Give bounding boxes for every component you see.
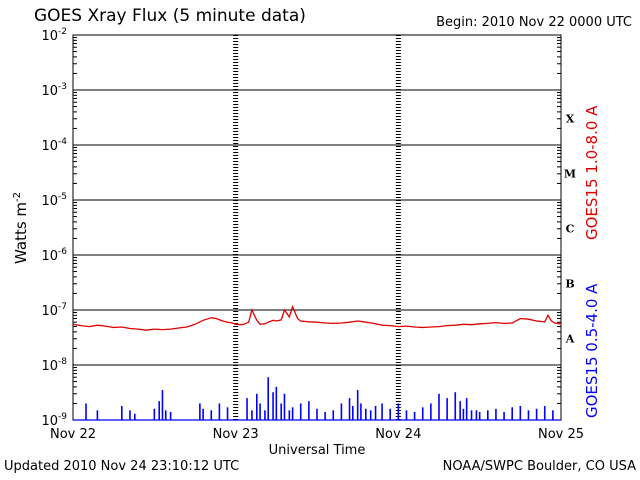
begin-time-label: Begin: 2010 Nov 22 0000 UTC <box>436 15 632 30</box>
y-tick-label: 10-6 <box>41 247 67 264</box>
plot-frame <box>72 34 562 421</box>
y-tick-exponent: -4 <box>58 137 67 147</box>
flare-class-label: M <box>564 168 576 181</box>
x-tick-label: Nov 25 <box>538 427 584 442</box>
y-tick-exponent: -9 <box>58 412 67 422</box>
y-tick-base: 10 <box>41 84 58 99</box>
y-tick-base: 10 <box>41 414 58 429</box>
series-long-channel-line <box>72 304 562 331</box>
y-tick-base: 10 <box>41 194 58 209</box>
x-tick-label: Nov 22 <box>50 427 96 442</box>
x-axis-label: Universal Time <box>269 443 366 458</box>
flare-class-label: C <box>566 223 575 236</box>
x-tick-label: Nov 23 <box>213 427 259 442</box>
y-tick-base: 10 <box>41 29 58 44</box>
y-tick-label: 10-4 <box>41 137 67 154</box>
y-tick-exponent: -2 <box>58 27 67 37</box>
y-axis-label-text: Watts m <box>12 201 30 264</box>
y-tick-exponent: -7 <box>58 302 67 312</box>
y-tick-base: 10 <box>41 249 58 264</box>
legend-short-channel: GOES15 0.5-4.0 A <box>583 283 601 418</box>
flare-class-label: X <box>566 113 575 126</box>
y-tick-exponent: -6 <box>58 247 67 257</box>
updated-timestamp: Updated 2010 Nov 24 23:10:12 UTC <box>4 459 240 474</box>
y-tick-base: 10 <box>41 304 58 319</box>
y-tick-label: 10-5 <box>41 192 67 209</box>
flare-class-label: A <box>565 333 575 346</box>
chart-title: GOES Xray Flux (5 minute data) <box>34 6 306 26</box>
y-tick-label: 10-7 <box>41 302 67 319</box>
y-tick-label: 10-3 <box>41 82 67 99</box>
y-tick-exponent: -5 <box>58 192 67 202</box>
y-tick-exponent: -8 <box>58 357 67 367</box>
y-tick-exponent: -3 <box>58 82 67 92</box>
credit-label: NOAA/SWPC Boulder, CO USA <box>442 459 636 474</box>
y-tick-base: 10 <box>41 359 58 374</box>
flare-class-label: B <box>565 278 574 291</box>
y-tick-label: 10-2 <box>41 27 67 44</box>
legend-long-channel: GOES15 1.0-8.0 A <box>583 105 601 240</box>
y-tick-label: 10-8 <box>41 357 67 374</box>
y-tick-label: 10-9 <box>41 412 67 429</box>
y-axis-label-exponent: -2 <box>12 191 23 202</box>
y-axis-label: Watts m-2 <box>12 192 30 264</box>
y-tick-base: 10 <box>41 139 58 154</box>
x-tick-label: Nov 24 <box>375 427 421 442</box>
